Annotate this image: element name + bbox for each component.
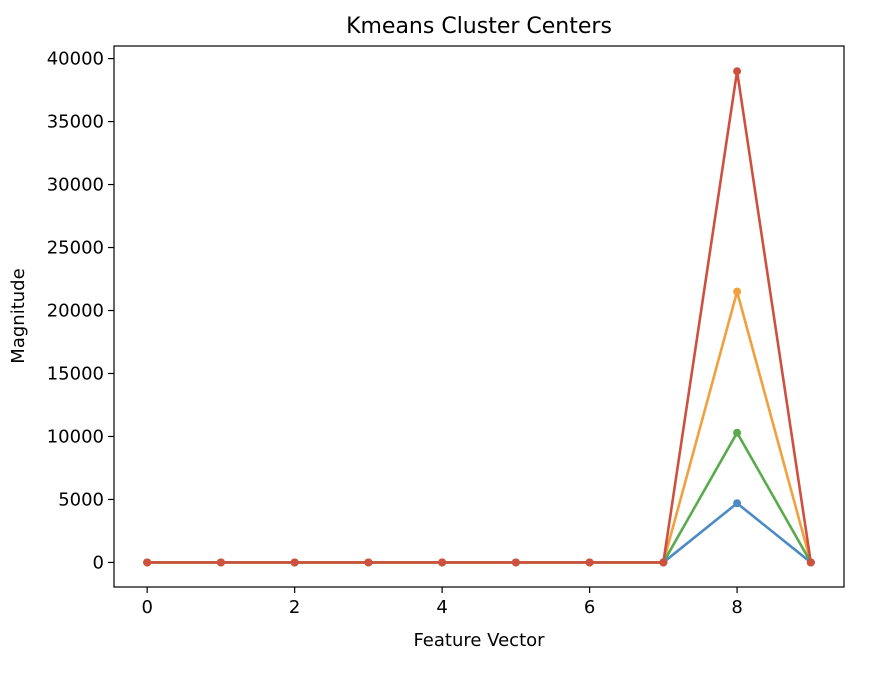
series-4-point bbox=[806, 558, 815, 567]
x-tick-label: 0 bbox=[141, 597, 152, 618]
chart-title: Kmeans Cluster Centers bbox=[346, 14, 612, 39]
x-axis-label: Feature Vector bbox=[413, 630, 545, 651]
y-tick-label: 30000 bbox=[47, 175, 104, 196]
series-4-point bbox=[216, 558, 225, 567]
y-tick-label: 35000 bbox=[47, 112, 104, 133]
series-4-point bbox=[585, 558, 594, 567]
x-tick-label: 2 bbox=[289, 597, 300, 618]
series-4-point bbox=[438, 558, 447, 567]
series-2-point bbox=[733, 287, 742, 296]
y-tick-label: 25000 bbox=[47, 238, 104, 259]
y-tick-label: 20000 bbox=[47, 301, 104, 322]
plot-area: 0 2 4 6 8 0 5000 10000 15000 20000 25000 30000 35000… bbox=[47, 45, 845, 618]
y-tick-label: 40000 bbox=[47, 49, 104, 70]
y-tick-label: 0 bbox=[93, 552, 104, 573]
series-3-line bbox=[147, 431, 812, 564]
series-4-point bbox=[143, 558, 152, 567]
y-tick-label: 10000 bbox=[47, 426, 104, 447]
x-tick-label: 4 bbox=[436, 597, 447, 618]
series-1-line bbox=[147, 501, 812, 564]
series-4-point bbox=[733, 67, 742, 76]
series-4-point bbox=[364, 558, 373, 567]
series-3-point bbox=[733, 428, 742, 437]
y-tick-label: 5000 bbox=[58, 489, 104, 510]
x-tick-label: 6 bbox=[584, 597, 595, 618]
series-2-line bbox=[147, 290, 813, 564]
x-tick-label: 8 bbox=[731, 597, 742, 618]
series-4-point bbox=[290, 558, 299, 567]
plot-frame bbox=[113, 45, 845, 588]
series-1-point bbox=[733, 499, 742, 508]
series-4-line bbox=[147, 69, 813, 564]
y-tick-label: 15000 bbox=[47, 363, 104, 384]
series-4-point bbox=[511, 558, 520, 567]
y-axis-label: Magnitude bbox=[8, 268, 29, 363]
series-4-point bbox=[659, 558, 668, 567]
